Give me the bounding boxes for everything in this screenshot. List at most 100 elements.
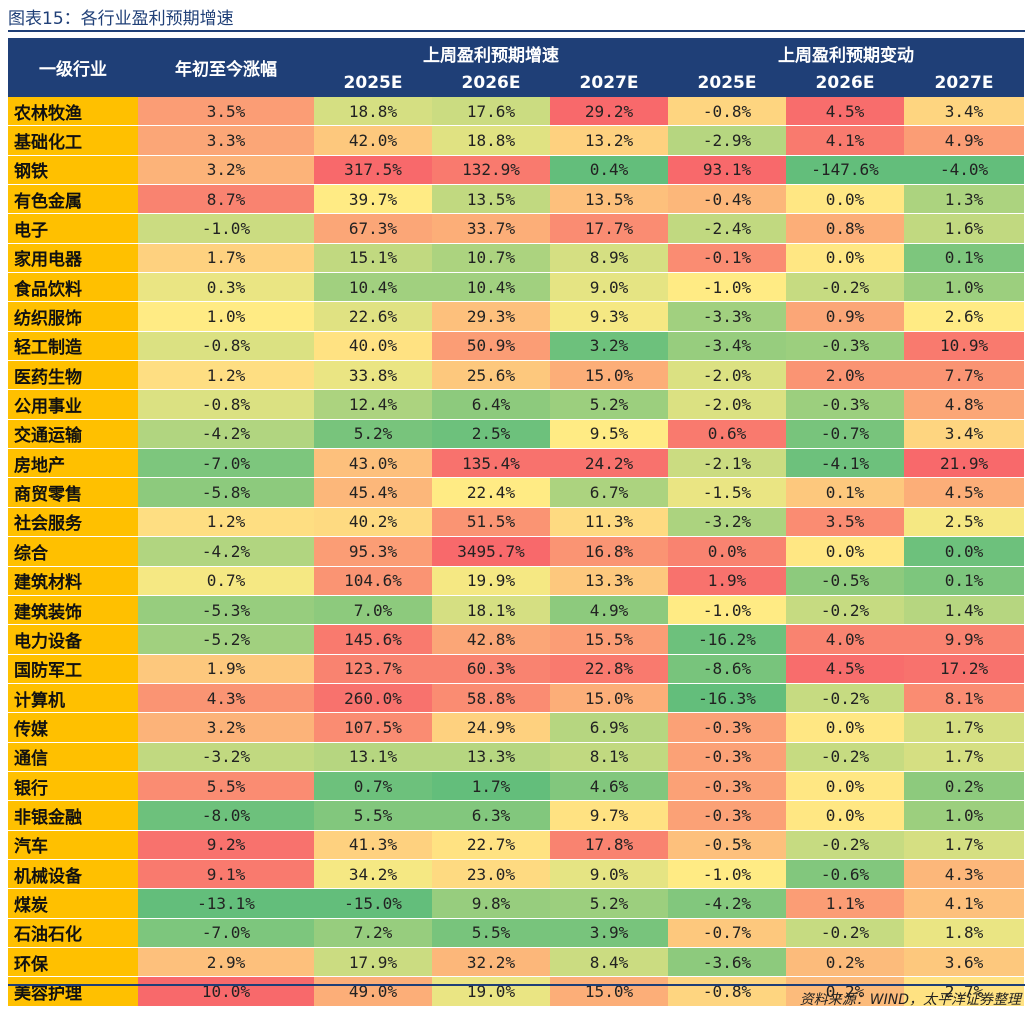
- table-row: 食品饮料 0.3% 10.4% 10.4% 9.0% -1.0% -0.2% 1.0%: [8, 272, 1025, 303]
- cell-g25: 95.3%: [314, 536, 432, 567]
- cell-ytd: 5.5%: [138, 771, 314, 802]
- industry-name: 美容护理: [8, 976, 138, 1007]
- cell-c25: -0.1%: [668, 243, 787, 274]
- cell-g25: 40.2%: [314, 507, 432, 538]
- cell-c27: 1.7%: [904, 742, 1025, 772]
- cell-g25: 49.0%: [314, 976, 432, 1007]
- cell-g27: 9.5%: [550, 419, 669, 450]
- cell-g26: 25.6%: [432, 360, 550, 391]
- cell-c27: -4.0%: [904, 155, 1025, 186]
- cell-g26: 58.8%: [432, 683, 550, 714]
- source-note: 资料来源：WIND，太平洋证券整理: [799, 992, 1021, 1008]
- table-row: 社会服务 1.2% 40.2% 51.5% 11.3% -3.2% 3.5% 2.5%: [8, 507, 1025, 538]
- cell-c25: -16.3%: [668, 683, 787, 714]
- cell-g25: 107.5%: [314, 712, 432, 743]
- cell-g27: 15.5%: [550, 624, 669, 655]
- cell-g26: 132.9%: [432, 155, 550, 186]
- cell-ytd: -4.2%: [138, 419, 314, 450]
- cell-g26: 33.7%: [432, 213, 550, 244]
- cell-g25: 41.3%: [314, 830, 432, 860]
- cell-g26: 18.8%: [432, 125, 550, 156]
- cell-g25: 12.4%: [314, 389, 432, 420]
- cell-g26: 60.3%: [432, 654, 550, 684]
- cell-g27: 9.7%: [550, 800, 669, 831]
- table-row: 家用电器 1.7% 15.1% 10.7% 8.9% -0.1% 0.0% 0.1%: [8, 243, 1025, 274]
- industry-name: 建筑装饰: [8, 595, 138, 626]
- cell-c25: -3.6%: [668, 947, 787, 978]
- cell-g26: 1.7%: [432, 771, 550, 802]
- header-change-group: 上周盈利预期变动: [668, 38, 1025, 68]
- cell-c25: -16.2%: [668, 624, 787, 655]
- cell-g27: 8.4%: [550, 947, 669, 978]
- cell-c27: 9.9%: [904, 624, 1025, 655]
- industry-name: 钢铁: [8, 155, 138, 186]
- cell-g27: 24.2%: [550, 448, 669, 479]
- cell-ytd: 4.3%: [138, 683, 314, 714]
- cell-g26: 22.7%: [432, 830, 550, 860]
- cell-g25: 33.8%: [314, 360, 432, 391]
- table-row: 房地产 -7.0% 43.0% 135.4% 24.2% -2.1% -4.1% 21.9%: [8, 448, 1025, 479]
- table-row: 有色金属 8.7% 39.7% 13.5% 13.5% -0.4% 0.0% 1.3%: [8, 184, 1025, 215]
- cell-g25: 123.7%: [314, 654, 432, 684]
- cell-g25: 42.0%: [314, 125, 432, 156]
- table-row: 商贸零售 -5.8% 45.4% 22.4% 6.7% -1.5% 0.1% 4.5%: [8, 477, 1025, 508]
- cell-g27: 9.0%: [550, 272, 669, 303]
- cell-g25: 45.4%: [314, 477, 432, 508]
- cell-c27: 2.7%: [904, 976, 1025, 1007]
- cell-g27: 15.0%: [550, 360, 669, 391]
- cell-c25: -0.8%: [668, 976, 787, 1007]
- cell-g26: 18.1%: [432, 595, 550, 626]
- cell-c26: -0.6%: [786, 859, 905, 890]
- industry-name: 医药生物: [8, 360, 138, 391]
- cell-c26: 3.5%: [786, 507, 905, 538]
- table-row: 医药生物 1.2% 33.8% 25.6% 15.0% -2.0% 2.0% 7.7%: [8, 360, 1025, 391]
- industry-name: 银行: [8, 771, 138, 802]
- cell-ytd: -4.2%: [138, 536, 314, 567]
- cell-ytd: 2.9%: [138, 947, 314, 978]
- cell-g26: 9.8%: [432, 888, 550, 919]
- cell-g26: 23.0%: [432, 859, 550, 890]
- table-row: 环保 2.9% 17.9% 32.2% 8.4% -3.6% 0.2% 3.6%: [8, 947, 1025, 978]
- cell-c25: -3.4%: [668, 331, 787, 362]
- industry-name: 交通运输: [8, 419, 138, 450]
- table-row: 传媒 3.2% 107.5% 24.9% 6.9% -0.3% 0.0% 1.7%: [8, 712, 1025, 743]
- cell-g26: 24.9%: [432, 712, 550, 743]
- cell-c27: 0.0%: [904, 536, 1025, 567]
- cell-c26: 0.8%: [786, 213, 905, 244]
- cell-g26: 10.4%: [432, 272, 550, 303]
- cell-c27: 0.1%: [904, 243, 1025, 274]
- cell-g27: 3.2%: [550, 331, 669, 362]
- industry-name: 有色金属: [8, 184, 138, 215]
- cell-c25: -2.0%: [668, 360, 787, 391]
- cell-g26: 13.5%: [432, 184, 550, 215]
- cell-g25: 13.1%: [314, 742, 432, 772]
- cell-ytd: -5.2%: [138, 624, 314, 655]
- cell-ytd: 3.2%: [138, 712, 314, 743]
- cell-g27: 11.3%: [550, 507, 669, 538]
- table-row: 钢铁 3.2% 317.5% 132.9% 0.4% 93.1% -147.6% -4.0%: [8, 155, 1025, 186]
- cell-c27: 1.8%: [904, 918, 1025, 948]
- industry-name: 综合: [8, 536, 138, 567]
- industry-name: 传媒: [8, 712, 138, 743]
- cell-c25: -8.6%: [668, 654, 787, 684]
- cell-c26: 0.2%: [786, 976, 905, 1007]
- cell-c27: 4.3%: [904, 859, 1025, 890]
- cell-g26: 13.3%: [432, 742, 550, 772]
- industry-name: 机械设备: [8, 859, 138, 890]
- cell-c27: 21.9%: [904, 448, 1025, 479]
- table-row: 综合 -4.2% 95.3% 3495.7% 16.8% 0.0% 0.0% 0.0%: [8, 536, 1025, 567]
- cell-ytd: 1.2%: [138, 360, 314, 391]
- cell-c25: -4.2%: [668, 888, 787, 919]
- cell-g26: 50.9%: [432, 331, 550, 362]
- cell-g27: 9.3%: [550, 301, 669, 332]
- cell-g27: 3.9%: [550, 918, 669, 948]
- header-year: 2027E: [904, 68, 1025, 97]
- table-row: 机械设备 9.1% 34.2% 23.0% 9.0% -1.0% -0.6% 4.3%: [8, 859, 1025, 890]
- cell-g27: 5.2%: [550, 888, 669, 919]
- cell-g25: 22.6%: [314, 301, 432, 332]
- industry-name: 食品饮料: [8, 272, 138, 303]
- cell-c26: -147.6%: [786, 155, 905, 186]
- cell-c27: 1.3%: [904, 184, 1025, 215]
- cell-g26: 32.2%: [432, 947, 550, 978]
- industry-name: 汽车: [8, 830, 138, 860]
